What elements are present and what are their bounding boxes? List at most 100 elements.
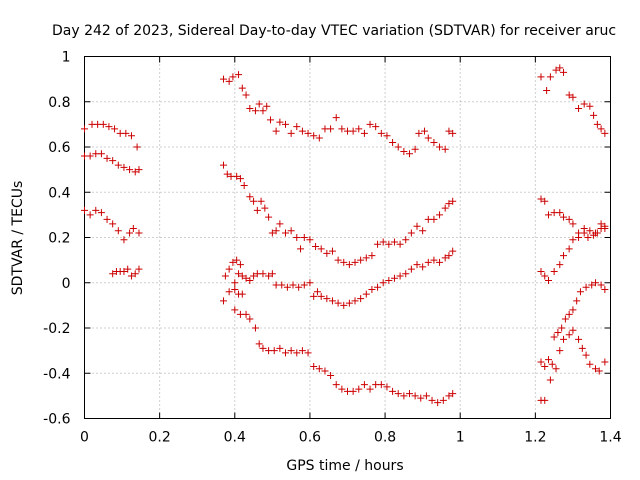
data-point (317, 245, 325, 253)
data-point (445, 200, 453, 208)
data-point (246, 105, 254, 113)
data-point (306, 236, 314, 244)
data-point (556, 64, 564, 72)
data-point (109, 220, 117, 228)
data-point (569, 306, 577, 314)
data-point (283, 283, 291, 291)
data-point (546, 73, 554, 81)
data-point (565, 91, 573, 99)
data-point (580, 100, 588, 108)
data-point (338, 125, 346, 133)
data-point (576, 288, 584, 296)
data-point (355, 125, 363, 133)
data-point (261, 204, 269, 212)
data-point (430, 138, 438, 146)
data-point (560, 68, 568, 76)
data-point (417, 394, 425, 402)
data-point (374, 283, 382, 291)
data-point (424, 134, 432, 142)
data-point (282, 229, 290, 237)
data-point (575, 105, 583, 113)
data-point (242, 310, 250, 318)
data-point (255, 100, 263, 108)
data-point (545, 276, 553, 284)
data-point (103, 215, 111, 223)
data-point (278, 281, 286, 289)
data-point (270, 347, 278, 355)
data-point (419, 227, 427, 235)
data-point (394, 390, 402, 398)
series-4 (109, 256, 609, 407)
data-point (552, 66, 560, 74)
data-point (591, 229, 599, 237)
data-point (259, 107, 267, 115)
data-point (580, 224, 588, 232)
data-point (407, 265, 415, 273)
data-point (246, 276, 254, 284)
data-point (565, 245, 573, 253)
x-tick-label: 0.6 (299, 430, 321, 446)
data-point (306, 279, 314, 287)
data-point (556, 347, 564, 355)
data-point (253, 206, 261, 214)
data-point (257, 197, 265, 205)
data-point (415, 129, 423, 137)
data-point (428, 396, 436, 404)
data-point (402, 270, 410, 278)
data-point (127, 132, 135, 140)
data-point (272, 127, 280, 135)
data-point (242, 274, 250, 282)
data-point (565, 215, 573, 223)
data-point (310, 362, 318, 370)
data-point (545, 211, 553, 219)
data-point (268, 270, 276, 278)
data-point (586, 102, 594, 110)
chart-title: Day 242 of 2023, Sidereal Day-to-day VTE… (52, 23, 616, 39)
data-point (424, 258, 432, 266)
data-point (250, 197, 258, 205)
data-point (340, 258, 348, 266)
data-point (133, 143, 141, 151)
data-point (374, 240, 382, 248)
data-point (345, 299, 353, 307)
data-point (548, 360, 556, 368)
data-point (233, 256, 241, 264)
y-tick-label: 0.8 (48, 95, 70, 111)
data-point (552, 365, 560, 373)
data-point (293, 123, 301, 131)
data-point (103, 154, 111, 162)
data-point (231, 286, 239, 294)
data-point (293, 234, 301, 241)
data-point (569, 236, 577, 244)
data-point (327, 125, 335, 133)
data-point (287, 227, 295, 235)
data-point (541, 396, 549, 404)
data-point (332, 381, 340, 389)
data-point (379, 279, 387, 287)
data-point (229, 258, 237, 266)
data-point (400, 392, 408, 400)
data-point (238, 290, 246, 298)
data-point (436, 258, 444, 266)
data-point (229, 73, 237, 81)
data-point (265, 213, 273, 221)
data-point (377, 381, 385, 389)
data-point (360, 129, 368, 137)
data-point (81, 206, 88, 214)
data-point (588, 281, 596, 289)
data-point (293, 349, 301, 357)
data-point (422, 392, 430, 400)
data-point (315, 365, 323, 373)
data-point (328, 247, 336, 255)
data-point (122, 129, 130, 137)
data-point (419, 263, 427, 271)
data-point (135, 229, 143, 237)
data-point (449, 129, 457, 137)
y-tick-label: 0 (62, 276, 71, 292)
data-point (287, 129, 295, 137)
data-point (449, 390, 457, 398)
data-point (251, 107, 259, 115)
data-point (225, 288, 233, 296)
data-point (300, 281, 308, 289)
data-point (297, 245, 305, 253)
